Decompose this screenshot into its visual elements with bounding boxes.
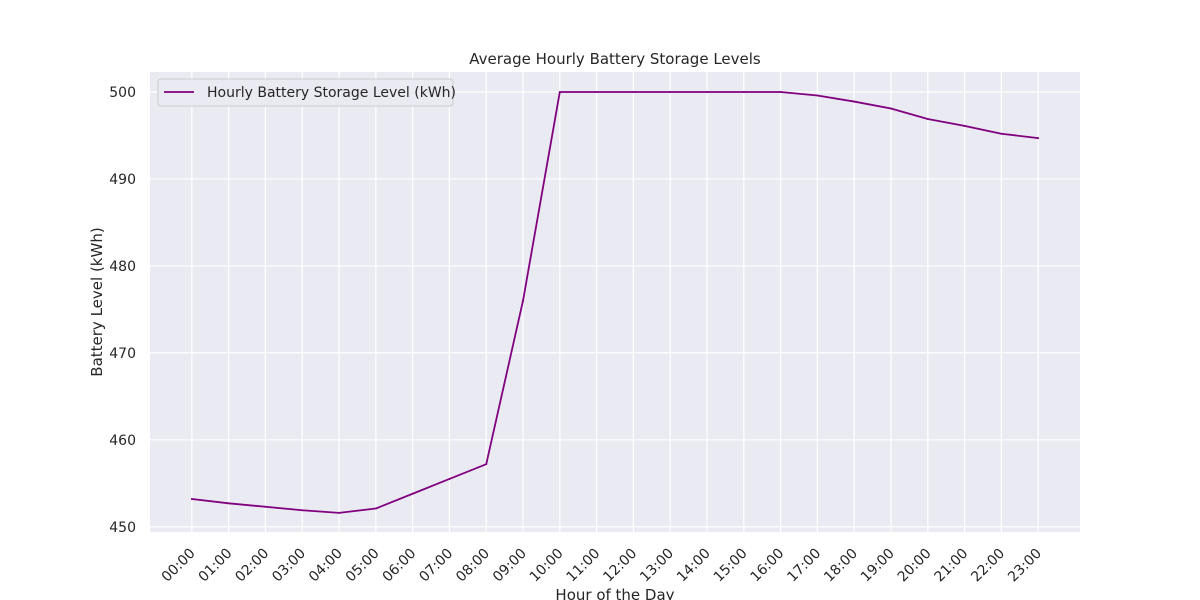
- data-point: [1000, 132, 1003, 135]
- x-tick-label: 16:00: [748, 546, 788, 586]
- y-axis-ticks: 450 460 470 480 490 500: [109, 85, 136, 536]
- x-tick-label: 21:00: [932, 546, 972, 586]
- y-tick-label: 480: [109, 259, 136, 275]
- y-tick-label: 470: [109, 346, 136, 362]
- y-tick-label: 460: [109, 433, 136, 449]
- x-tick-label: 23:00: [1005, 546, 1045, 586]
- legend-label: Hourly Battery Storage Level (kWh): [207, 85, 456, 101]
- data-point: [669, 91, 672, 93]
- data-point: [926, 117, 929, 120]
- x-tick-label: 07:00: [416, 546, 456, 586]
- data-point: [558, 91, 561, 93]
- legend-box: [157, 78, 454, 107]
- data-point: [705, 91, 708, 93]
- x-tick-label: 02:00: [232, 546, 272, 586]
- x-tick-label: 17:00: [784, 546, 824, 586]
- x-tick-label: 12:00: [600, 546, 640, 586]
- x-tick-label: 09:00: [490, 546, 530, 586]
- x-tick-label: 11:00: [564, 546, 604, 586]
- data-point: [338, 511, 341, 514]
- data-point: [522, 299, 525, 302]
- x-tick-label: 08:00: [453, 546, 493, 586]
- data-point: [411, 492, 414, 495]
- grid-lines: [150, 72, 1080, 532]
- data-point: [595, 91, 598, 93]
- x-axis-ticks: 00:0001:0002:0003:0004:0005:0006:0007:00…: [159, 546, 1045, 586]
- x-tick-label: 01:00: [196, 546, 236, 586]
- x-tick-label: 04:00: [306, 546, 346, 586]
- x-tick-label: 03:00: [269, 546, 309, 586]
- plot-area: [150, 72, 1080, 532]
- x-tick-label: 18:00: [821, 546, 861, 586]
- y-tick-label: 500: [109, 85, 136, 101]
- x-tick-label: 14:00: [674, 546, 714, 586]
- data-point: [485, 463, 488, 466]
- data-point: [190, 497, 193, 500]
- series-line: [191, 91, 1039, 514]
- data-point: [889, 107, 892, 110]
- legend: Hourly Battery Storage Level (kWh): [157, 78, 456, 107]
- chart-title: Average Hourly Battery Storage Levels: [469, 50, 761, 68]
- data-point: [963, 124, 966, 127]
- x-axis-label: Hour of the Day: [555, 586, 674, 600]
- y-tick-label: 490: [109, 172, 136, 188]
- data-point: [264, 505, 267, 508]
- x-tick-label: 15:00: [711, 546, 751, 586]
- data-point: [301, 509, 304, 512]
- y-tick-label: 450: [109, 520, 136, 536]
- x-tick-label: 20:00: [895, 546, 935, 586]
- x-tick-label: 10:00: [527, 546, 567, 586]
- data-point: [742, 91, 745, 93]
- x-tick-label: 22:00: [968, 546, 1008, 586]
- y-axis-label: Battery Level (kWh): [88, 227, 106, 376]
- data-point: [632, 91, 635, 93]
- series-layer: [190, 91, 1040, 514]
- data-point: [779, 91, 782, 93]
- data-point: [853, 100, 856, 103]
- x-tick-label: 19:00: [858, 546, 898, 586]
- x-tick-label: 06:00: [380, 546, 420, 586]
- x-tick-label: 05:00: [343, 546, 383, 586]
- data-point: [1037, 137, 1040, 140]
- data-point: [448, 477, 451, 480]
- data-point: [227, 502, 230, 505]
- data-point: [374, 507, 377, 510]
- x-tick-label: 00:00: [159, 546, 199, 586]
- x-tick-label: 13:00: [637, 546, 677, 586]
- data-point: [816, 94, 819, 97]
